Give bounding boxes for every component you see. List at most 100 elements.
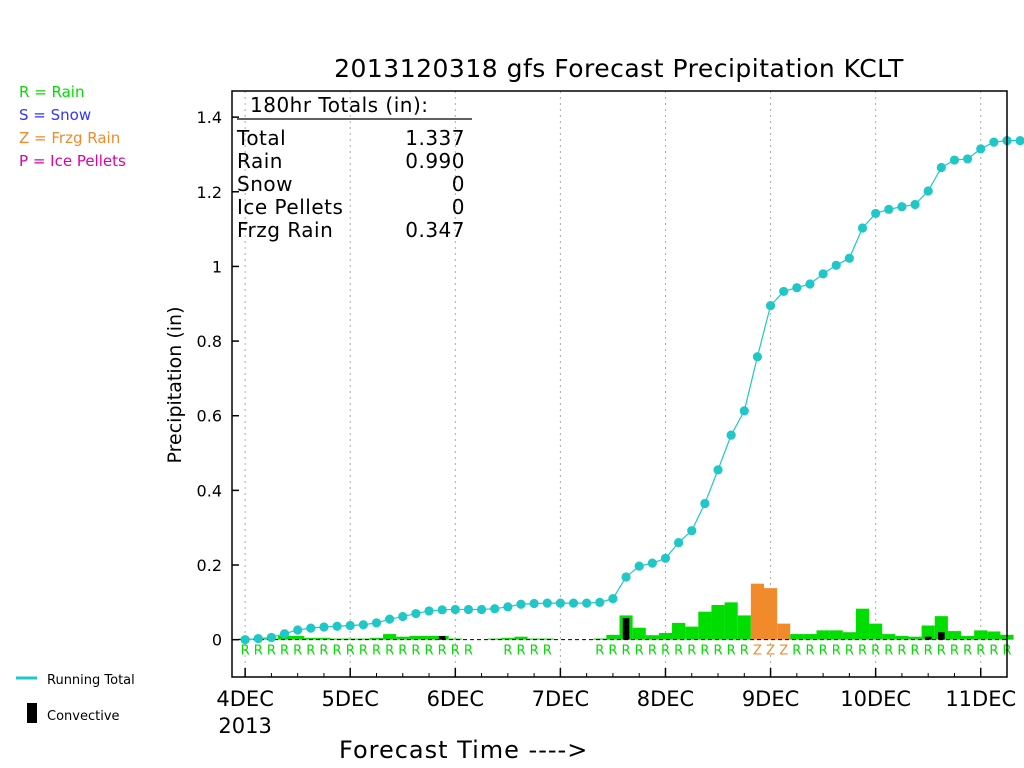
precip-type-letter: R (661, 644, 670, 659)
precip-bar (737, 615, 751, 640)
running-total-point (871, 208, 881, 219)
running-total-point (437, 605, 447, 615)
precip-type-letter: R (897, 644, 906, 659)
precip-bar (698, 611, 712, 640)
running-total-point (490, 604, 500, 614)
precip-bar (750, 583, 764, 640)
running-total-point (713, 465, 723, 475)
running-total-point (582, 598, 592, 608)
precip-bar (304, 637, 318, 640)
running-total-point (595, 597, 605, 607)
running-total-point (293, 625, 303, 635)
running-total-point (884, 204, 894, 214)
precip-type-letter: R (411, 644, 420, 659)
precip-type-letter: R (740, 644, 749, 659)
precip-type-letter: R (805, 644, 814, 659)
running-total-point (857, 223, 868, 233)
totals-box: 180hr Totals (in): Total 1.337 Rain 0.990 Sno… (236, 93, 472, 242)
running-total-point (279, 629, 290, 639)
precip-bar (369, 637, 384, 640)
precip-bar (711, 604, 725, 640)
x-axis-label: Forecast Time ----> (339, 736, 588, 764)
precip-bar (540, 638, 554, 640)
chart-title: 2013120318 gfs Forecast Precipitation KC… (334, 54, 904, 83)
precip-bar (672, 622, 686, 640)
running-total-point (411, 608, 421, 619)
running-total-point (687, 526, 697, 536)
totals-row-value: 1.337 (405, 126, 465, 150)
precip-bar (869, 623, 883, 640)
precip-type-letter: R (359, 644, 368, 659)
running-total-point (726, 430, 736, 440)
precip-type-letter: R (319, 644, 328, 659)
convective-bar (438, 635, 446, 640)
type-legend-item: R = Rain (19, 83, 85, 101)
precip-type-letter: R (648, 644, 657, 659)
precip-type-letter: R (306, 644, 315, 659)
precip-bar (632, 627, 646, 640)
precip-type-letter: R (516, 644, 525, 659)
running-total-point (936, 162, 946, 173)
precip-bar (724, 602, 738, 640)
precip-bar (816, 630, 830, 640)
type-legend-item: Z = Frzg Rain (19, 129, 120, 147)
y-tick-label: 1 (212, 257, 222, 276)
precip-type-letter: R (989, 644, 998, 659)
y-tick-label: 1.2 (197, 183, 222, 202)
precip-bar (645, 635, 659, 640)
precip-type-letter: R (372, 644, 381, 659)
y-tick-label: 0.8 (197, 332, 222, 351)
precip-type-letter: R (254, 644, 263, 659)
precip-bar (514, 636, 528, 640)
precip-bar (317, 637, 331, 640)
precip-type-letter: R (425, 644, 434, 659)
precip-type-letter: R (976, 644, 985, 659)
precip-type-letter: Z (779, 644, 788, 659)
convective-legend-label: Convective (47, 709, 120, 724)
running-total-point (371, 618, 382, 628)
precip-bar (790, 634, 804, 640)
precip-type-letter: R (819, 644, 828, 659)
type-legend-item: S = Snow (19, 106, 91, 124)
running-total-point (332, 621, 342, 631)
running-total-point (1015, 136, 1024, 146)
precip-bar (527, 638, 541, 640)
running-total-point (989, 137, 999, 147)
precip-bar (343, 638, 357, 640)
convective-bar (938, 632, 945, 640)
y-tick-label: 1.4 (197, 108, 222, 127)
precip-type-letter: R (267, 644, 276, 659)
precip-type-letter: R (700, 644, 709, 659)
running-total-point (319, 622, 329, 632)
running-total-point (805, 279, 815, 289)
plot-frame (231, 90, 1008, 678)
running-total-point (897, 202, 907, 212)
grid-lines (244, 91, 982, 677)
running-total-point (542, 598, 552, 608)
x-tick-sublabel: 2013 (218, 714, 271, 738)
running-total-point (555, 598, 565, 608)
precip-bar (882, 634, 896, 640)
running-total-point (962, 154, 973, 164)
precip-bar (961, 635, 975, 640)
running-total-point (450, 604, 460, 615)
precip-type-letter: R (963, 644, 972, 659)
running-total-series (240, 136, 1024, 645)
running-total-point (568, 598, 579, 608)
running-total-point (739, 406, 749, 416)
precip-bar (895, 635, 909, 640)
precip-type-letter: R (727, 644, 736, 659)
running-total-point (345, 620, 355, 631)
precip-type-letter: R (608, 644, 617, 659)
running-total-point (503, 602, 513, 612)
running-total-line (245, 140, 1024, 641)
totals-row-value: 0 (452, 172, 465, 196)
totals-row-value: 0.347 (405, 218, 465, 242)
x-tick-label: 4DEC (216, 687, 273, 711)
precip-bar (448, 638, 462, 640)
precip-bar (409, 635, 423, 640)
precip-bar (396, 636, 410, 640)
precip-bar (947, 631, 962, 640)
running-total-point (752, 352, 763, 362)
